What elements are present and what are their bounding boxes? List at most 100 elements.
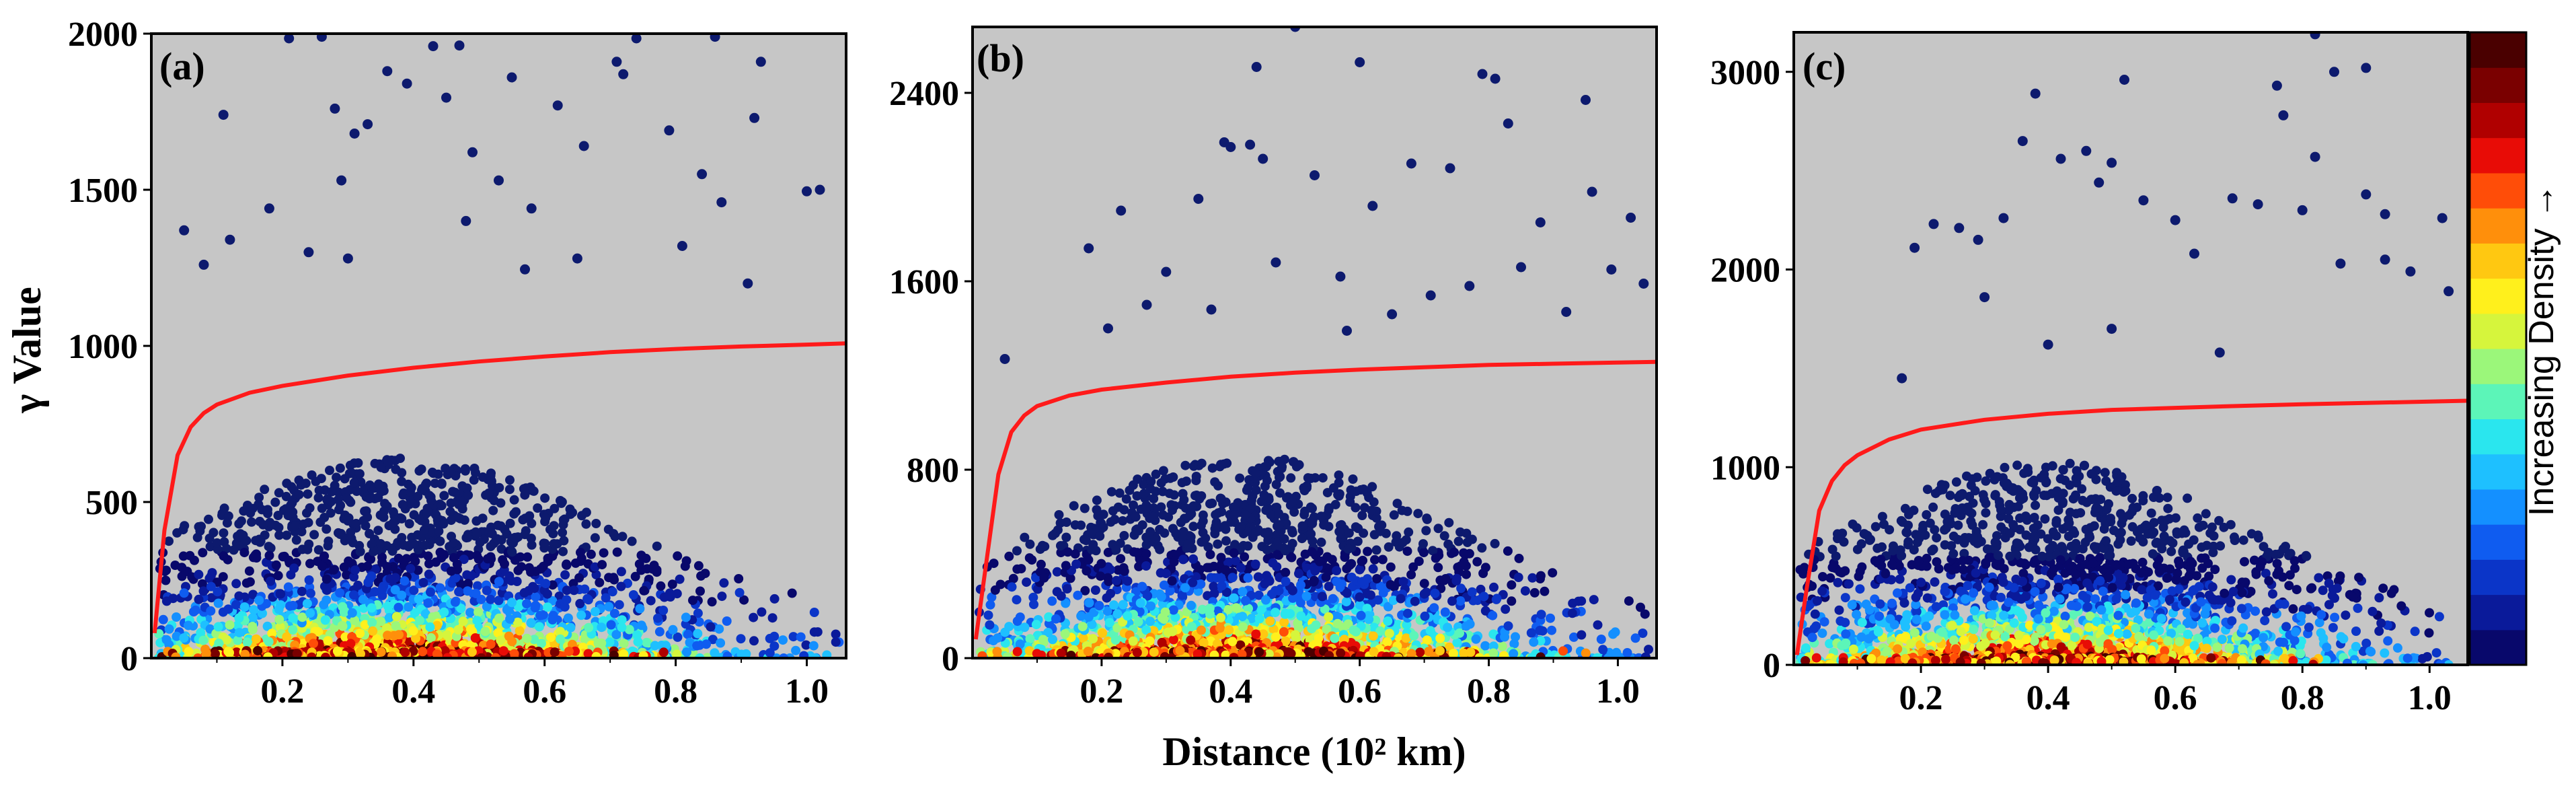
density-point	[432, 611, 442, 621]
density-point	[987, 592, 997, 602]
density-point	[385, 574, 395, 584]
density-point	[1165, 586, 1175, 596]
density-point	[1503, 621, 1513, 631]
density-point	[693, 629, 703, 639]
density-point	[194, 594, 204, 604]
density-point	[1096, 559, 1106, 569]
density-point	[343, 516, 353, 526]
density-point	[1028, 592, 1038, 602]
density-point	[1622, 648, 1632, 657]
density-point	[339, 562, 349, 572]
density-point	[225, 620, 235, 630]
density-point	[376, 616, 386, 626]
density-point	[297, 612, 307, 622]
density-point	[329, 565, 339, 575]
density-point	[309, 639, 318, 649]
density-point	[1428, 546, 1438, 556]
density-point	[628, 590, 638, 600]
y-tick-label: 0	[120, 640, 138, 678]
density-point	[1209, 561, 1219, 571]
outlier-point	[755, 57, 766, 67]
density-point	[692, 641, 702, 651]
density-point	[1636, 602, 1645, 612]
density-point	[1375, 526, 1386, 536]
density-point	[432, 620, 442, 631]
density-point	[454, 587, 464, 597]
density-point	[1012, 546, 1022, 556]
density-point	[305, 608, 315, 618]
density-point	[1161, 569, 1171, 579]
density-point	[463, 586, 473, 596]
density-point	[1355, 565, 1365, 575]
density-point	[510, 532, 520, 542]
density-point	[319, 600, 329, 610]
density-point	[1061, 598, 1071, 608]
density-point	[353, 458, 363, 468]
density-point	[1287, 538, 1297, 548]
density-point	[1188, 554, 1199, 564]
density-point	[1076, 611, 1086, 621]
density-point	[309, 530, 319, 540]
density-point	[636, 620, 646, 631]
density-point	[534, 622, 544, 632]
density-point	[617, 622, 627, 633]
density-point	[264, 637, 274, 647]
density-point	[504, 485, 515, 495]
panel-a-fit-curve	[152, 341, 846, 634]
density-point	[453, 624, 463, 635]
density-point	[627, 536, 637, 546]
density-point	[515, 552, 525, 562]
density-point	[254, 493, 264, 503]
density-point	[1178, 554, 1188, 565]
density-point	[1297, 521, 1308, 531]
density-point	[1145, 527, 1156, 537]
density-point	[172, 631, 182, 641]
density-point	[515, 626, 525, 636]
density-point	[540, 493, 550, 503]
density-point	[391, 612, 402, 622]
density-point	[632, 630, 642, 640]
y-tick-label: 500	[85, 484, 138, 522]
density-point	[404, 479, 413, 489]
density-point	[478, 472, 488, 482]
density-point	[449, 552, 459, 563]
density-point	[482, 585, 492, 596]
density-point	[219, 537, 229, 547]
density-point	[325, 466, 334, 475]
density-point	[611, 630, 621, 640]
density-point	[1384, 602, 1393, 612]
density-point	[1168, 635, 1178, 645]
density-point	[1277, 464, 1287, 474]
density-point	[494, 596, 504, 606]
density-point	[1251, 485, 1261, 495]
density-point	[1223, 605, 1233, 614]
density-point	[178, 525, 188, 535]
outlier-point	[316, 34, 327, 42]
density-core-point	[591, 651, 601, 658]
density-point	[1330, 499, 1340, 509]
density-point	[1383, 616, 1393, 626]
density-point	[377, 584, 387, 594]
density-point	[985, 600, 995, 610]
density-point	[198, 635, 209, 645]
density-point	[682, 647, 691, 657]
density-point	[528, 486, 538, 496]
outlier-point	[303, 247, 314, 258]
density-point	[537, 639, 546, 649]
density-point	[471, 589, 481, 598]
density-point	[266, 576, 276, 586]
density-point	[1029, 600, 1038, 610]
density-point	[213, 598, 223, 608]
density-point	[1156, 592, 1166, 602]
density-point	[583, 595, 593, 605]
density-point	[634, 559, 644, 569]
density-point	[612, 547, 622, 557]
density-point	[456, 579, 466, 589]
density-point	[383, 631, 393, 641]
density-point	[539, 543, 550, 553]
density-point	[606, 620, 616, 630]
density-point	[675, 574, 685, 584]
density-point	[394, 630, 404, 640]
density-point	[639, 585, 649, 596]
density-point	[198, 586, 209, 596]
